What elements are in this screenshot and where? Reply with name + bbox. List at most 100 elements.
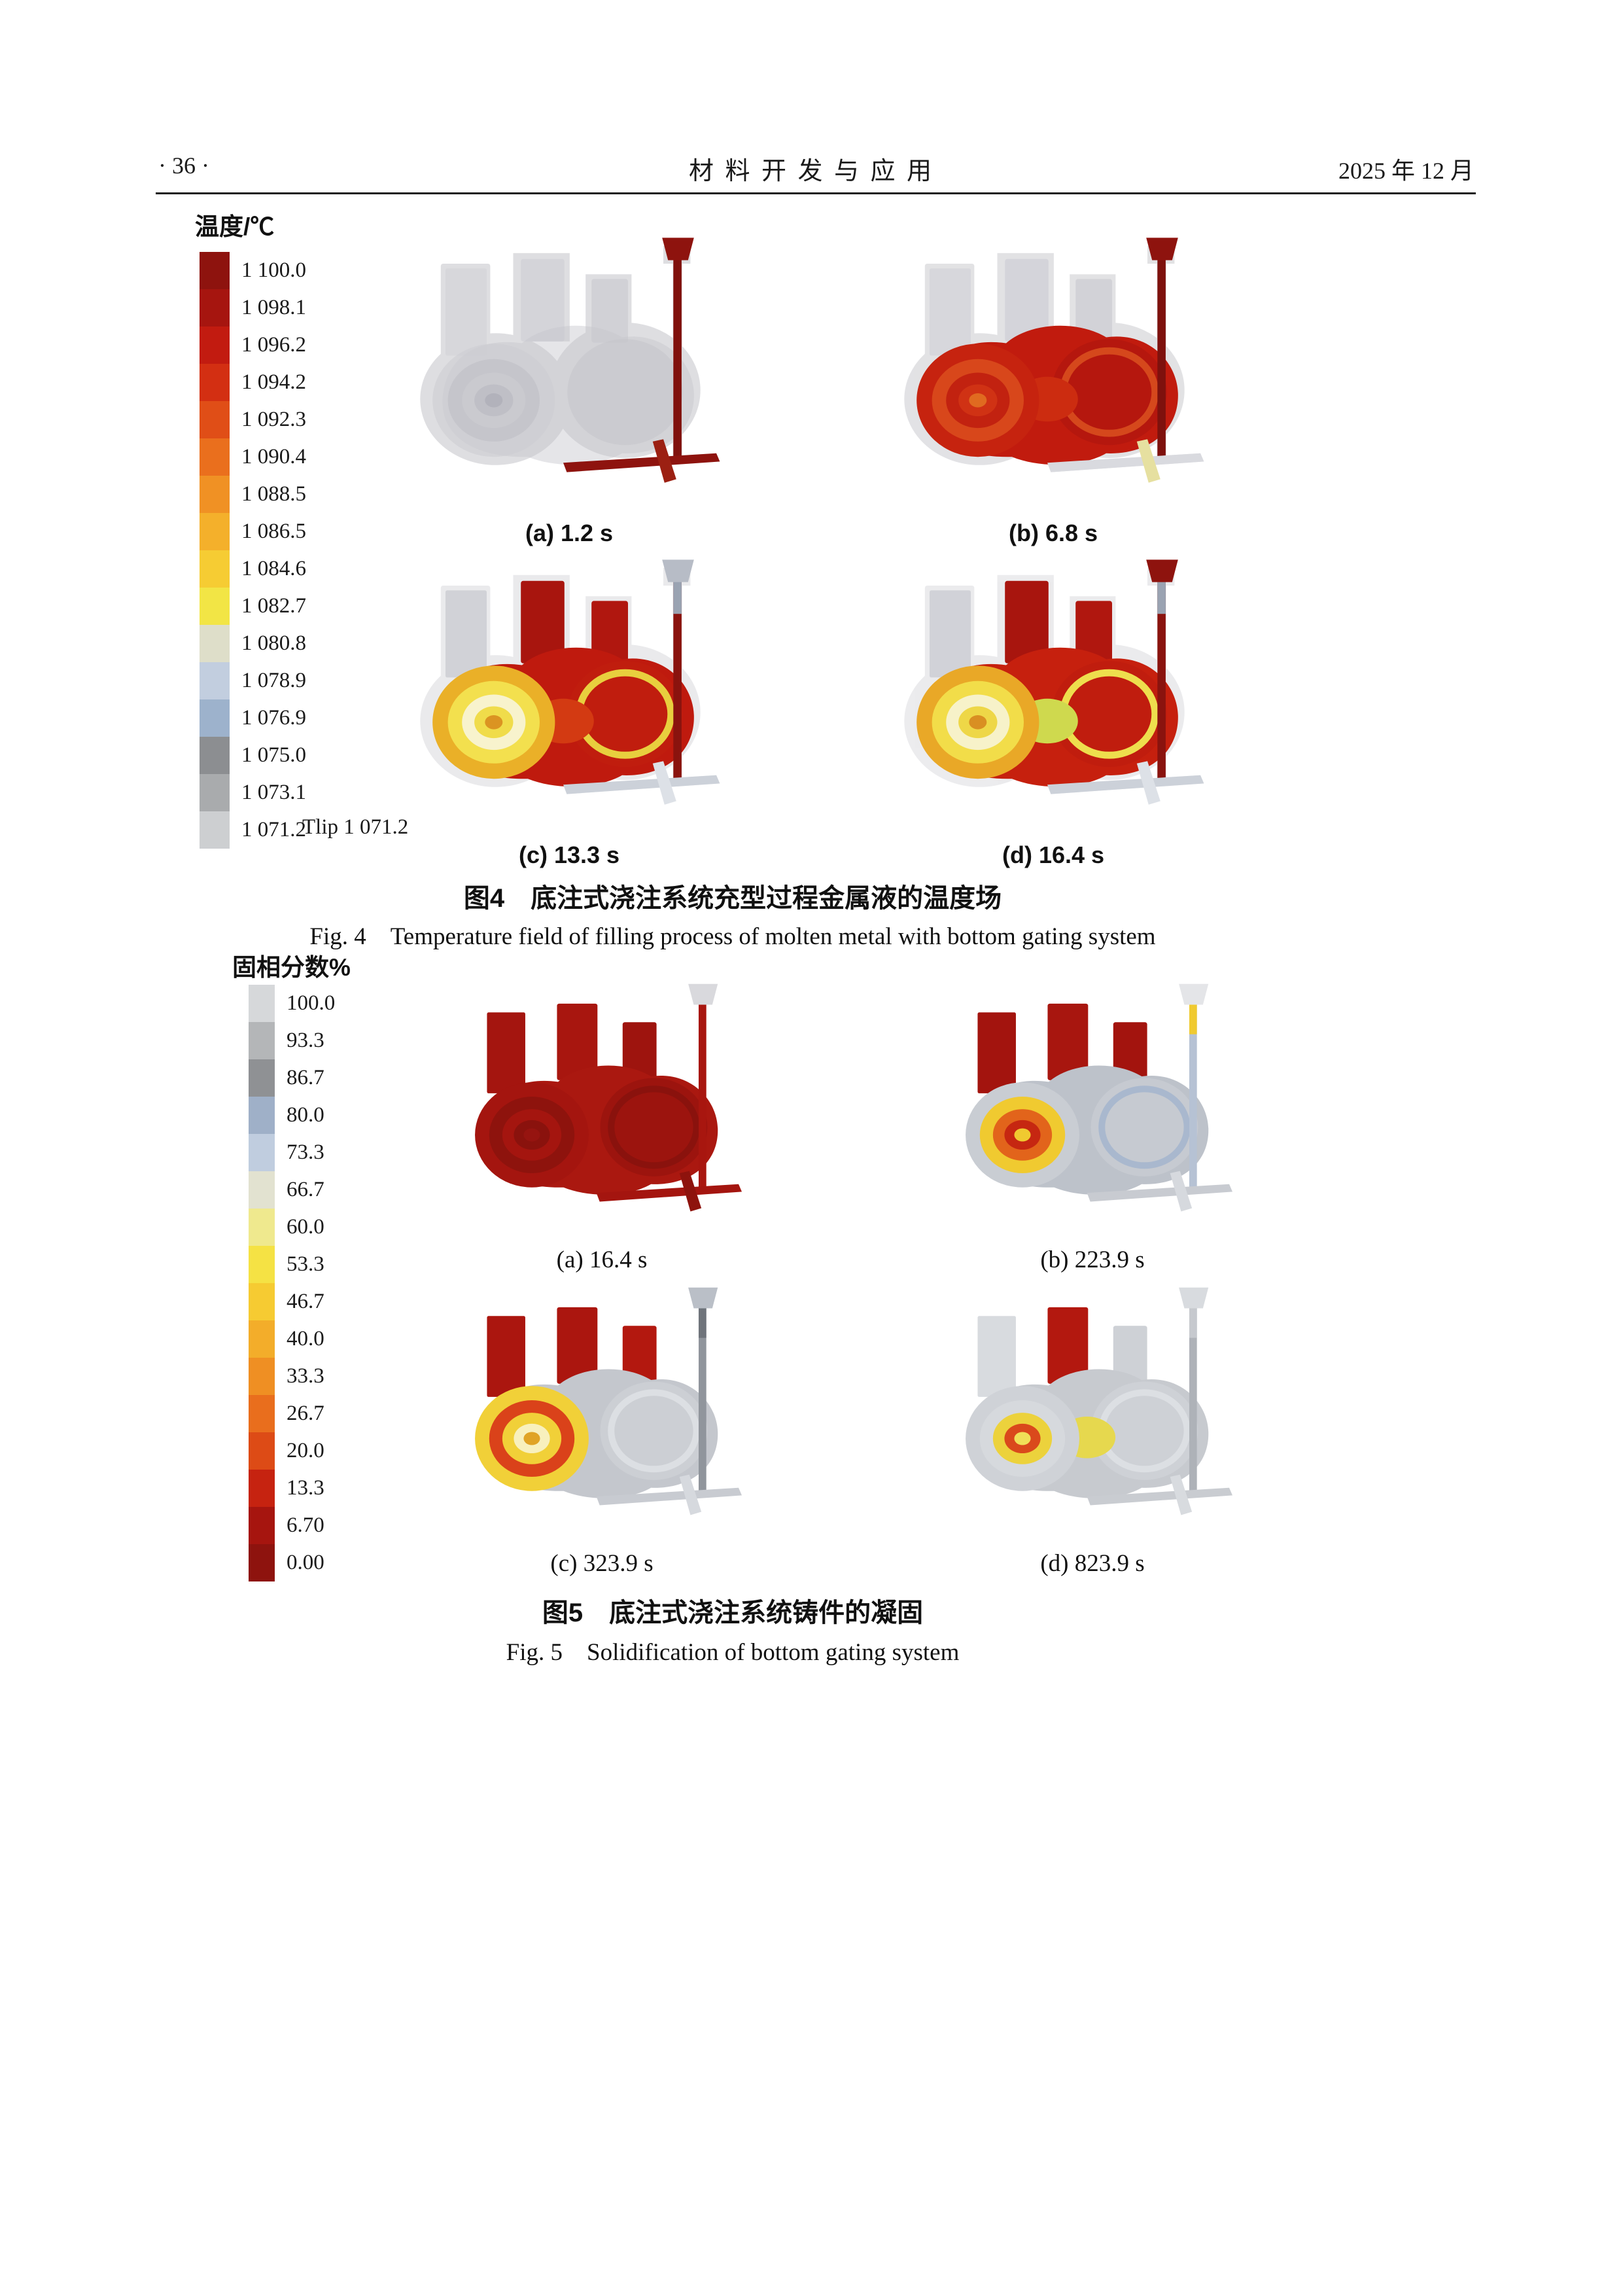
fig4-caption-zh: 图4 底注式浇注系统充型过程金属液的温度场 bbox=[463, 884, 1002, 913]
legend-entry: 1 080.8 bbox=[200, 625, 306, 662]
fig5-color-legend: 100.0 93.3 86.7 80.0 73.3 66.7 60.0 53.3 46.7 40.… bbox=[249, 985, 335, 1581]
legend-color-swatch bbox=[200, 401, 230, 438]
legend-value-label: 1 084.6 bbox=[241, 557, 306, 580]
legend-value-label: 53.3 bbox=[287, 1252, 324, 1276]
fig5-subfigure-b: (b) 223.9 s bbox=[883, 970, 1302, 1274]
legend-color-swatch bbox=[200, 327, 230, 364]
casting-render bbox=[393, 970, 811, 1243]
legend-entry: 73.3 bbox=[249, 1134, 335, 1171]
legend-value-label: 66.7 bbox=[287, 1178, 324, 1201]
legend-entry: 1 090.4 bbox=[200, 438, 306, 476]
subfigure-caption: (b) 6.8 s bbox=[1008, 520, 1098, 546]
header-rule bbox=[156, 192, 1476, 194]
legend-color-swatch bbox=[249, 1022, 275, 1059]
legend-color-swatch bbox=[249, 1097, 275, 1134]
legend-entry: 100.0 bbox=[249, 985, 335, 1022]
legend-entry: 60.0 bbox=[249, 1209, 335, 1246]
casting-render bbox=[883, 1273, 1302, 1547]
legend-entry: 26.7 bbox=[249, 1395, 335, 1432]
legend-value-label: 1 096.2 bbox=[241, 333, 306, 357]
legend-color-swatch bbox=[249, 1059, 275, 1097]
casting-render bbox=[850, 222, 1256, 517]
legend-value-label: 1 088.5 bbox=[241, 482, 306, 506]
legend-value-label: 1 075.0 bbox=[241, 743, 306, 767]
legend-value-label: 1 092.3 bbox=[241, 408, 306, 431]
legend-entry: 1 096.2 bbox=[200, 327, 306, 364]
fig4-subfigure-c: (c) 13.3 s bbox=[366, 544, 772, 869]
legend-color-swatch bbox=[200, 364, 230, 401]
legend-entry: 1 071.2 bbox=[200, 811, 306, 849]
legend-color-swatch bbox=[200, 588, 230, 625]
legend-color-swatch bbox=[200, 252, 230, 289]
legend-entry: 66.7 bbox=[249, 1171, 335, 1209]
legend-entry: 1 094.2 bbox=[200, 364, 306, 401]
legend-value-label: 20.0 bbox=[287, 1439, 324, 1462]
legend-entry: 1 084.6 bbox=[200, 550, 306, 588]
legend-entry: 13.3 bbox=[249, 1470, 335, 1507]
legend-entry: 33.3 bbox=[249, 1358, 335, 1395]
legend-color-swatch bbox=[249, 1320, 275, 1358]
legend-color-swatch bbox=[249, 1171, 275, 1209]
legend-value-label: 1 073.1 bbox=[241, 781, 306, 804]
legend-value-label: 60.0 bbox=[287, 1215, 324, 1239]
legend-value-label: 100.0 bbox=[287, 991, 336, 1015]
subfigure-caption: (c) 323.9 s bbox=[550, 1550, 654, 1577]
legend-value-label: 40.0 bbox=[287, 1327, 324, 1351]
legend-value-label: 1 078.9 bbox=[241, 669, 306, 692]
legend-value-label: 1 090.4 bbox=[241, 445, 306, 468]
fig5-subfigure-a: (a) 16.4 s bbox=[393, 970, 811, 1274]
legend-color-swatch bbox=[200, 438, 230, 476]
legend-value-label: 1 080.8 bbox=[241, 631, 306, 655]
legend-color-swatch bbox=[200, 625, 230, 662]
subfigure-caption: (d) 16.4 s bbox=[1002, 841, 1105, 868]
subfigure-caption: (a) 16.4 s bbox=[556, 1246, 648, 1273]
legend-entry: 1 086.5 bbox=[200, 513, 306, 550]
journal-title: 材 料 开 发 与 应 用 bbox=[688, 158, 934, 185]
legend-color-swatch bbox=[249, 1358, 275, 1395]
legend-value-label: 86.7 bbox=[287, 1066, 324, 1089]
legend-value-label: 6.70 bbox=[287, 1513, 324, 1537]
issue-date: 2025 年 12 月 bbox=[1338, 158, 1474, 184]
casting-render bbox=[366, 544, 772, 839]
legend-color-swatch bbox=[200, 513, 230, 550]
fig4-caption-en: Fig. 4 Temperature field of filling proc… bbox=[309, 923, 1156, 950]
legend-value-label: 1 082.7 bbox=[241, 594, 306, 618]
legend-value-label: 93.3 bbox=[287, 1029, 324, 1052]
subfigure-caption: (a) 1.2 s bbox=[525, 520, 614, 546]
legend-value-label: 1 098.1 bbox=[241, 296, 306, 319]
legend-value-label: 1 071.2 bbox=[241, 818, 306, 841]
legend-entry: 1 100.0 bbox=[200, 252, 306, 289]
legend-entry: 1 075.0 bbox=[200, 737, 306, 774]
subfigure-caption: (d) 823.9 s bbox=[1040, 1550, 1145, 1577]
legend-value-label: 1 076.9 bbox=[241, 706, 306, 730]
casting-render bbox=[366, 222, 772, 517]
legend-entry: 1 088.5 bbox=[200, 476, 306, 513]
legend-entry: 1 092.3 bbox=[200, 401, 306, 438]
fig5-subfigure-d: (d) 823.9 s bbox=[883, 1273, 1302, 1578]
legend-entry: 1 076.9 bbox=[200, 699, 306, 737]
fig5-legend-title: 固相分数% bbox=[232, 954, 351, 981]
legend-entry: 20.0 bbox=[249, 1432, 335, 1470]
legend-color-swatch bbox=[200, 550, 230, 588]
legend-entry: 0.00 bbox=[249, 1544, 335, 1581]
legend-entry: 1 078.9 bbox=[200, 662, 306, 699]
casting-render bbox=[883, 970, 1302, 1243]
legend-entry: 86.7 bbox=[249, 1059, 335, 1097]
legend-color-swatch bbox=[249, 1246, 275, 1283]
legend-color-swatch bbox=[200, 737, 230, 774]
legend-entry: 1 073.1 bbox=[200, 774, 306, 811]
legend-color-swatch bbox=[200, 811, 230, 849]
legend-entry: 46.7 bbox=[249, 1283, 335, 1320]
legend-color-swatch bbox=[249, 1432, 275, 1470]
legend-entry: 40.0 bbox=[249, 1320, 335, 1358]
legend-color-swatch bbox=[249, 1283, 275, 1320]
legend-entry: 1 082.7 bbox=[200, 588, 306, 625]
legend-entry: 6.70 bbox=[249, 1507, 335, 1544]
legend-value-label: 13.3 bbox=[287, 1476, 324, 1500]
legend-entry: 93.3 bbox=[249, 1022, 335, 1059]
subfigure-caption: (b) 223.9 s bbox=[1040, 1246, 1145, 1273]
legend-color-swatch bbox=[249, 1470, 275, 1507]
legend-value-label: 0.00 bbox=[287, 1551, 324, 1574]
legend-color-swatch bbox=[200, 476, 230, 513]
